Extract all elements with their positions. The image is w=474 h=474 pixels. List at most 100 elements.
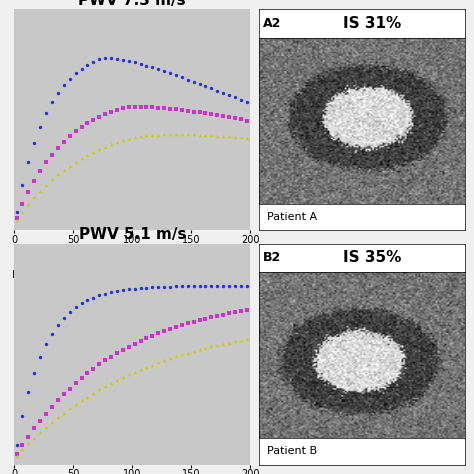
- Point: [137, 284, 145, 292]
- Point: [90, 148, 97, 156]
- Point: [30, 193, 38, 201]
- Point: [13, 441, 20, 449]
- Point: [166, 105, 174, 112]
- Point: [143, 62, 150, 69]
- Point: [60, 82, 68, 89]
- Point: [190, 318, 198, 325]
- Point: [160, 104, 168, 112]
- Point: [208, 313, 215, 321]
- Point: [30, 434, 38, 441]
- Point: [190, 108, 198, 115]
- Point: [54, 144, 62, 152]
- Point: [155, 358, 162, 366]
- Point: [225, 310, 233, 317]
- Point: [54, 89, 62, 97]
- Point: [125, 343, 133, 350]
- Point: [13, 208, 20, 216]
- Point: [225, 91, 233, 99]
- Point: [166, 355, 174, 362]
- Point: [125, 57, 133, 65]
- Point: [172, 353, 180, 360]
- Point: [219, 340, 227, 347]
- Point: [60, 166, 68, 173]
- Point: [101, 356, 109, 364]
- Point: [78, 155, 85, 162]
- Point: [101, 290, 109, 297]
- Point: [166, 69, 174, 77]
- Point: [54, 171, 62, 178]
- Point: [66, 405, 73, 412]
- Point: [155, 65, 162, 73]
- Point: [36, 354, 44, 361]
- Point: [101, 143, 109, 151]
- Point: [172, 72, 180, 79]
- Point: [42, 410, 50, 417]
- Point: [119, 137, 127, 144]
- Point: [219, 311, 227, 319]
- Point: [54, 321, 62, 329]
- Point: [155, 131, 162, 138]
- Point: [107, 379, 115, 387]
- Point: [202, 82, 210, 90]
- Point: [131, 340, 138, 347]
- Point: [166, 283, 174, 291]
- Point: [225, 339, 233, 346]
- Point: [95, 386, 103, 393]
- Point: [237, 282, 245, 290]
- Point: [148, 361, 156, 368]
- Point: [30, 139, 38, 146]
- Point: [83, 119, 91, 127]
- Point: [83, 369, 91, 377]
- Point: [196, 80, 203, 88]
- Point: [48, 99, 56, 106]
- Point: [113, 138, 121, 146]
- Point: [196, 346, 203, 353]
- Point: [190, 131, 198, 138]
- Point: [178, 351, 186, 358]
- Point: [25, 188, 32, 195]
- Point: [190, 283, 198, 290]
- Point: [72, 158, 80, 165]
- Point: [231, 93, 239, 101]
- Point: [18, 200, 26, 208]
- Text: B2: B2: [263, 252, 282, 264]
- Point: [172, 323, 180, 331]
- Point: [184, 349, 191, 356]
- Point: [36, 187, 44, 195]
- Point: [160, 130, 168, 138]
- Point: [125, 285, 133, 293]
- Point: [131, 59, 138, 66]
- Point: [213, 312, 221, 319]
- Point: [83, 61, 91, 69]
- Point: [190, 78, 198, 85]
- Point: [119, 286, 127, 294]
- Point: [137, 337, 145, 345]
- Point: [90, 389, 97, 397]
- Point: [137, 365, 145, 373]
- Point: [184, 130, 191, 138]
- Point: [243, 282, 251, 290]
- Text: Patient A: Patient A: [267, 212, 318, 222]
- Point: [113, 106, 121, 114]
- Point: [25, 433, 32, 440]
- Point: [137, 103, 145, 110]
- Point: [101, 54, 109, 62]
- Point: [219, 89, 227, 97]
- Point: [78, 374, 85, 382]
- Point: [131, 285, 138, 292]
- Point: [25, 158, 32, 165]
- Point: [208, 110, 215, 118]
- Point: [172, 130, 180, 138]
- Point: [166, 130, 174, 138]
- Point: [30, 177, 38, 184]
- Point: [107, 353, 115, 360]
- Point: [184, 283, 191, 290]
- Point: [18, 412, 26, 420]
- Point: [166, 325, 174, 333]
- Point: [184, 319, 191, 327]
- Point: [148, 332, 156, 339]
- Point: [95, 113, 103, 121]
- Point: [42, 181, 50, 189]
- Point: [66, 75, 73, 82]
- Point: [184, 107, 191, 115]
